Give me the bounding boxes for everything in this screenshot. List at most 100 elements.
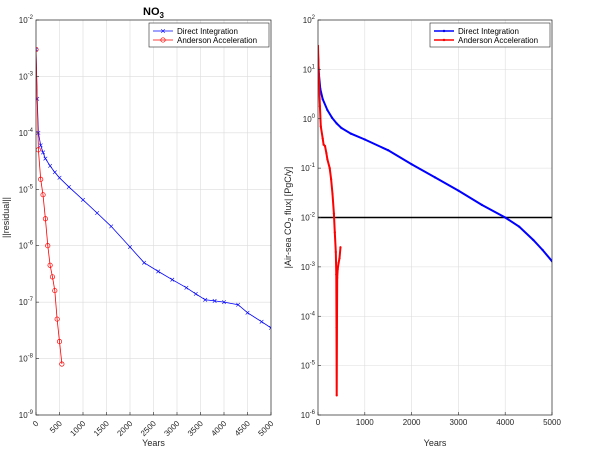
legend-marker xyxy=(160,28,166,34)
data-point xyxy=(193,291,198,296)
data-point xyxy=(80,197,86,202)
legend-label: Direct Integration xyxy=(458,27,519,36)
data-point xyxy=(52,288,58,294)
data-point xyxy=(532,238,535,242)
legend-label: Direct Integration xyxy=(177,27,238,36)
data-point xyxy=(328,167,331,170)
data-point xyxy=(387,149,390,152)
data-point xyxy=(339,246,342,249)
data-point xyxy=(245,310,250,315)
y-axis-label: ||residual|| xyxy=(1,197,11,238)
y-tick-label: 10-4 xyxy=(301,311,316,321)
data-point xyxy=(330,177,333,181)
data-point xyxy=(47,262,53,268)
data-point xyxy=(52,170,57,175)
data-point xyxy=(336,276,339,279)
data-point xyxy=(363,138,366,141)
chart-1: 0 500 1000 1500 2000 2500 3000 3500 4000 4500 5000… xyxy=(1,6,276,448)
data-point xyxy=(259,319,264,324)
data-point xyxy=(184,285,189,290)
data-point xyxy=(504,216,507,219)
data-point xyxy=(36,47,39,52)
x-axis-label: Years xyxy=(424,438,447,448)
data-point xyxy=(95,210,100,216)
legend-marker xyxy=(442,29,446,33)
data-point xyxy=(59,361,65,367)
y-axis-label: |Air-sea CO2 flux| [PgC/y] xyxy=(283,167,295,269)
y-ticks: 10-9 10-8 10-7 10-6 10-5 10-4 10-3 10-2 xyxy=(19,15,39,420)
data-point xyxy=(318,79,321,82)
series-line xyxy=(318,54,552,262)
data-point xyxy=(333,231,336,234)
data-point xyxy=(518,225,521,228)
x-tick-label: 3000 xyxy=(162,419,181,438)
y-tick-label: 102 xyxy=(303,15,316,25)
data-point xyxy=(42,216,48,222)
data-point xyxy=(326,158,329,161)
y-tick-label: 10-6 xyxy=(19,241,34,251)
data-point xyxy=(541,248,544,252)
chart-2: 0 1000 2000 3000 4000 500010-610-510-410-310-… xyxy=(283,15,561,448)
series-line xyxy=(36,49,63,365)
y-tick-label: 10-3 xyxy=(301,262,316,272)
data-point xyxy=(337,261,340,265)
data-point xyxy=(335,273,338,276)
x-tick-label: 4500 xyxy=(233,419,252,438)
data-point xyxy=(221,300,227,305)
data-point xyxy=(41,150,46,155)
data-point xyxy=(335,326,338,329)
data-point xyxy=(203,297,208,302)
data-point xyxy=(336,268,339,271)
series-line xyxy=(36,49,271,329)
data-point xyxy=(212,298,217,303)
x-tick-label: 2000 xyxy=(403,418,421,427)
legend-marker xyxy=(442,38,446,42)
series-anderson-acceleration xyxy=(36,46,65,367)
y-tick-label: 10-2 xyxy=(301,213,316,223)
data-point xyxy=(54,316,60,322)
data-point xyxy=(335,315,339,318)
data-point xyxy=(321,98,324,101)
legend-label: Anderson Acceleration xyxy=(177,36,257,45)
data-point xyxy=(325,152,328,155)
data-point xyxy=(156,269,161,274)
data-point xyxy=(43,156,48,161)
data-point xyxy=(332,212,336,215)
data-point xyxy=(45,243,51,249)
data-point xyxy=(170,277,175,282)
x-tick-label: 5000 xyxy=(543,418,561,427)
x-ticks: 0 1000 2000 3000 4000 5000 xyxy=(316,412,561,427)
data-point xyxy=(49,274,56,280)
data-point xyxy=(349,132,352,135)
x-tick-label: 4000 xyxy=(209,419,228,438)
y-tick-label: 10-4 xyxy=(19,128,34,138)
y-tick-label: 10-5 xyxy=(301,361,316,371)
y-tick-label: 10-1 xyxy=(301,163,316,173)
data-point xyxy=(40,192,46,198)
x-tick-label: 4000 xyxy=(496,418,514,427)
data-point xyxy=(326,108,329,112)
data-point xyxy=(318,64,320,67)
y-tick-label: 10-7 xyxy=(19,297,34,307)
x-tick-label: 0 xyxy=(31,419,41,429)
data-point xyxy=(268,325,271,330)
data-point xyxy=(57,175,62,180)
data-point xyxy=(38,176,44,182)
legend-marker xyxy=(160,37,166,43)
data-point xyxy=(321,137,324,140)
y-ticks: 10-6 10-5 10-4 10-3 10-2 10-1 100 101 102 xyxy=(301,15,321,420)
data-point xyxy=(66,184,71,189)
data-point xyxy=(236,302,241,307)
x-axis-label: Years xyxy=(142,438,165,448)
data-point xyxy=(318,105,321,108)
x-tick-label: 3500 xyxy=(186,419,205,438)
legend-box xyxy=(148,22,270,48)
data-point xyxy=(331,192,334,196)
x-tick-label: 2000 xyxy=(115,419,134,438)
data-point xyxy=(335,122,338,125)
x-ticks: 0 500 1000 1500 2000 2500 3000 3500 4000 4500 5000 xyxy=(31,412,276,438)
data-point xyxy=(319,125,322,128)
